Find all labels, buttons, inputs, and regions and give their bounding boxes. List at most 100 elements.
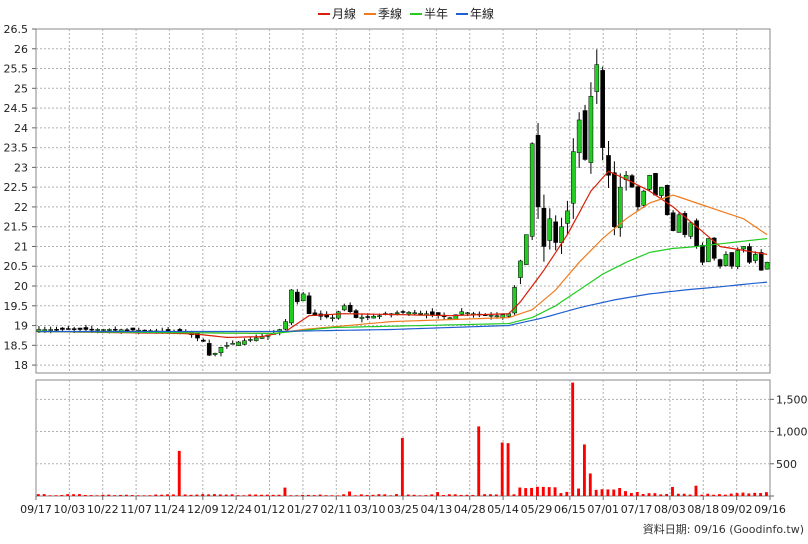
candle-body-9 [89, 328, 95, 331]
volume-bar-76 [483, 494, 487, 496]
ma-line-3 [38, 281, 768, 333]
volume-bar-11 [101, 494, 105, 496]
x-tick-label-22: 09/16 [754, 503, 786, 516]
volume-bar-92 [577, 488, 580, 496]
volume-bar-17 [136, 495, 140, 496]
volume-bar-94 [588, 473, 592, 496]
candle-body-35 [242, 340, 247, 345]
x-tick-label-19: 08/03 [654, 503, 686, 516]
volume-bar-43 [289, 495, 293, 496]
volume-bar-49 [324, 495, 328, 496]
candle-body-108 [670, 212, 676, 231]
volume-bars [36, 382, 768, 496]
x-tick-label-17: 07/01 [587, 503, 619, 516]
candle-body-106 [659, 186, 664, 196]
candle-body-85 [535, 135, 541, 208]
legend-label-0: 月線 [332, 6, 356, 21]
x-tick-label-0: 09/17 [20, 503, 52, 516]
candle-body-63 [406, 311, 412, 315]
volume-panel: 500 1,000 1,500 [35, 379, 808, 497]
volume-bar-4 [60, 495, 64, 496]
volume-bar-79 [500, 442, 504, 496]
volume-tick-label-3: 1,500 [776, 393, 808, 406]
chart-legend: 月線 季線 半年 年線 [318, 6, 494, 21]
candle-body-121 [747, 246, 752, 263]
volume-bar-9 [89, 495, 93, 496]
x-tick-label-21: 09/02 [721, 503, 753, 516]
volume-bar-105 [653, 493, 657, 496]
candle-body-57 [371, 315, 376, 319]
candle-body-37 [253, 337, 259, 341]
volume-bar-98 [612, 489, 616, 496]
volume-bar-14 [119, 494, 122, 496]
x-tick-label-3: 11/07 [120, 503, 152, 516]
volume-bar-8 [83, 494, 87, 496]
volume-bar-75 [477, 426, 481, 496]
candle-body-83 [524, 234, 529, 265]
volume-bar-34 [236, 495, 240, 496]
candle-body-45 [300, 293, 306, 302]
candle-body-73 [465, 312, 470, 314]
x-tick-label-12: 04/13 [421, 503, 453, 516]
volume-bar-25 [183, 494, 187, 496]
x-tick-label-7: 01/12 [254, 503, 286, 516]
candle-body-46 [306, 295, 312, 314]
volume-bar-93 [582, 444, 586, 496]
candle-body-98 [612, 172, 617, 227]
volume-bar-33 [230, 494, 234, 496]
volume-bar-111 [688, 494, 692, 496]
candle-body-94 [588, 95, 594, 163]
price-tick-label-11: 23.5 [4, 142, 29, 155]
volume-bar-112 [694, 485, 698, 496]
candle-body-65 [418, 312, 423, 315]
volume-bar-63 [406, 494, 410, 496]
candle-body-13 [112, 328, 118, 331]
candle-body-62 [400, 311, 406, 313]
volume-bar-42 [283, 487, 287, 496]
candle-body-87 [547, 218, 553, 241]
price-tick-label-13: 24.5 [4, 102, 29, 115]
candle-body-91 [570, 151, 576, 204]
volume-bar-95 [594, 489, 598, 496]
price-tick-label-17: 26.5 [4, 23, 29, 36]
volume-bar-89 [559, 493, 563, 496]
volume-bar-61 [395, 494, 398, 496]
x-tick-label-11: 03/25 [387, 503, 419, 516]
candle-body-6 [71, 328, 77, 330]
price-tick-label-12: 24 [14, 122, 28, 135]
volume-bar-113 [700, 494, 704, 496]
volume-bar-2 [48, 495, 52, 496]
volume-bar-21 [160, 494, 164, 496]
volume-bar-16 [130, 495, 134, 496]
candle-body-31 [218, 347, 224, 354]
x-tick-label-6: 12/24 [220, 503, 252, 516]
volume-bar-116 [718, 494, 721, 496]
volume-bar-78 [494, 494, 498, 496]
volume-bar-74 [471, 494, 475, 496]
price-tick-label-10: 23 [14, 161, 28, 174]
price-tick-label-14: 25 [14, 82, 28, 95]
price-tick-label-16: 26 [14, 43, 28, 56]
volume-bar-118 [729, 493, 733, 496]
volume-bar-85 [536, 486, 539, 496]
legend-label-3: 年線 [470, 6, 494, 21]
volume-bar-59 [383, 494, 387, 496]
volume-bar-97 [606, 489, 610, 496]
candle-body-123 [758, 252, 764, 271]
volume-bar-58 [377, 494, 381, 496]
x-axis: 09/17 10/03 10/22 11/07 11/24 12/09 12/24 01/12… [20, 496, 786, 516]
candle-body-124 [764, 262, 770, 270]
candle-body-32 [224, 345, 230, 347]
volume-bar-56 [365, 494, 369, 496]
volume-bar-47 [312, 495, 316, 496]
candle-body-42 [283, 321, 288, 330]
candle-body-50 [330, 317, 335, 319]
volume-bar-117 [723, 494, 727, 496]
volume-bar-102 [635, 492, 639, 496]
candle-body-30 [212, 352, 218, 355]
candle-body-82 [518, 260, 523, 278]
volume-bar-54 [353, 495, 357, 496]
volume-tick-label-1: 500 [776, 458, 797, 471]
volume-bar-68 [436, 492, 440, 496]
volume-bar-35 [242, 495, 246, 496]
